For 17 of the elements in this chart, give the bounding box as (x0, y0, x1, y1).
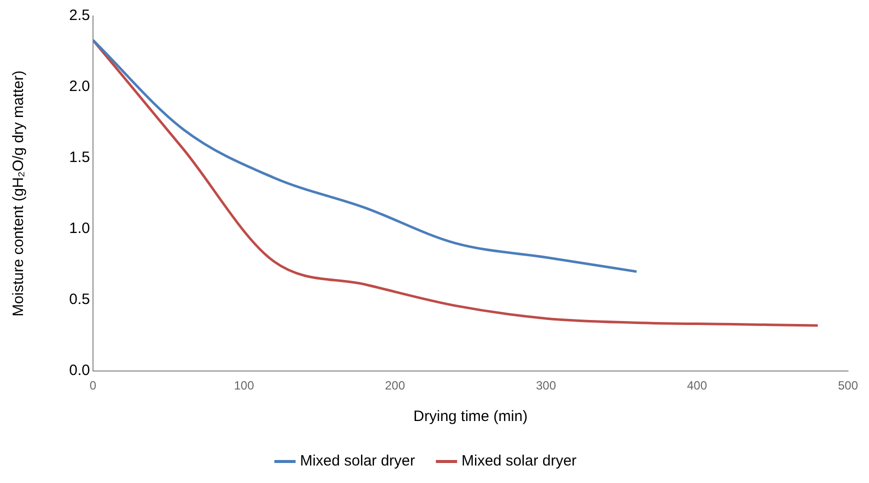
line-series (93, 38, 638, 273)
x-tick-label: 200 (384, 378, 406, 393)
legend-label: Mixed solar dryer (462, 452, 577, 470)
x-tick-label: 400 (686, 378, 708, 393)
y-tick-label: 1.0 (69, 220, 90, 238)
y-tick-label: 2.5 (69, 7, 90, 24)
x-tick-label: 500 (838, 378, 858, 393)
x-tick-label: 300 (536, 378, 556, 393)
x-tick-label: 100 (234, 378, 254, 393)
y-axis-title: Moisture content (gH₂O/g dry matter) (10, 70, 28, 316)
y-tick-label: 1.5 (69, 149, 90, 166)
x-tick-label: 0 (90, 378, 97, 393)
legend-label: Mixed solar dryer (300, 452, 416, 470)
x-axis-title: Drying time (min) (413, 408, 528, 426)
y-tick-label: 0.0 (69, 362, 90, 380)
y-tick-label: 2.0 (69, 78, 90, 96)
y-tick-label: 0.5 (69, 291, 90, 308)
